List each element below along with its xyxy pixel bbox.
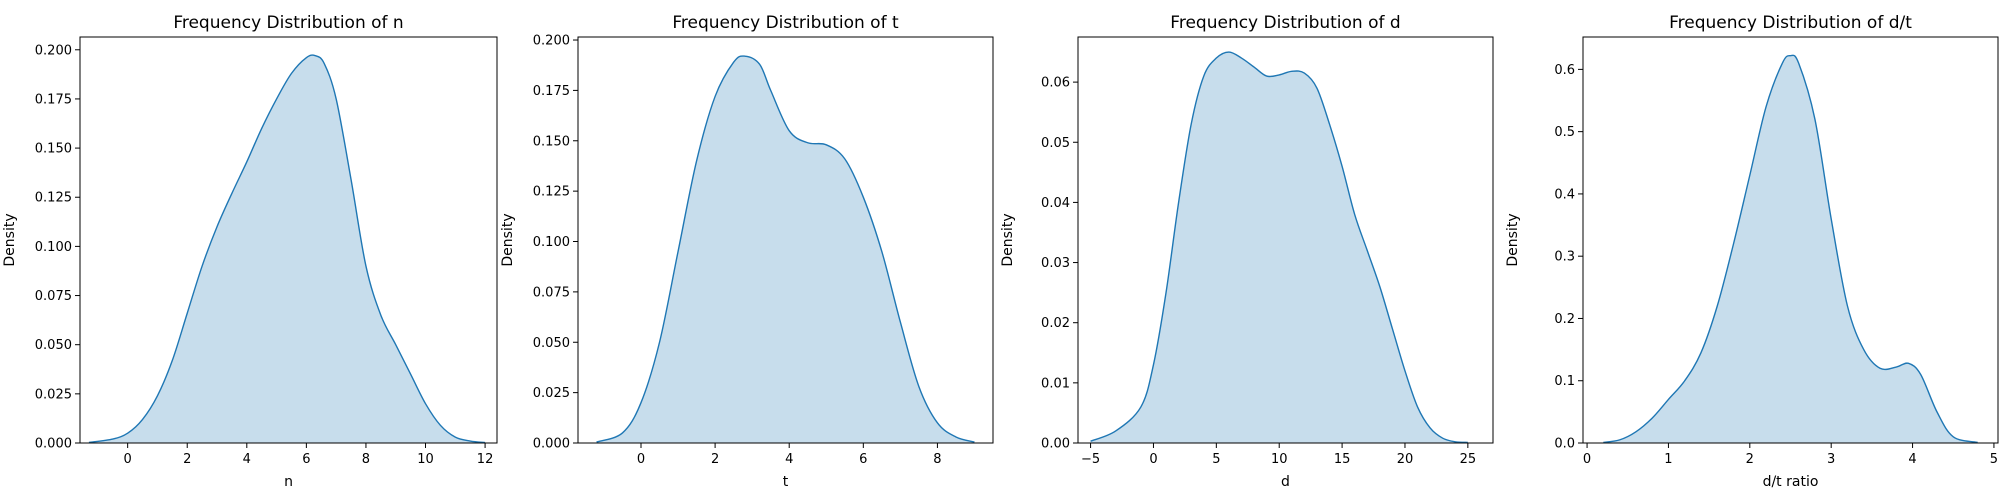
x-tick-label: 25 [1460, 452, 1477, 467]
axes-frame [1582, 36, 1999, 444]
y-tick-label: 0.200 [35, 43, 72, 58]
x-axis-label: d [1281, 474, 1290, 490]
y-tick-label: 0.150 [35, 142, 72, 157]
y-tick-label: 0.2 [1554, 312, 1575, 327]
chart-title: Frequency Distribution of d [1170, 13, 1400, 33]
y-tick-label: 0.150 [533, 134, 570, 149]
chart-title: Frequency Distribution of d/t [1669, 13, 1912, 33]
x-tick-label: 4 [1908, 452, 1916, 467]
x-tick-label: 8 [933, 452, 941, 467]
x-tick-label: 0 [124, 452, 132, 467]
y-tick-label: 0.125 [533, 185, 570, 200]
y-tick-label: 0.075 [35, 289, 72, 304]
x-tick-label: 10 [1271, 452, 1288, 467]
y-axis-label: Density [500, 213, 516, 266]
y-tick-label: 0.050 [533, 336, 570, 351]
density-curve [88, 54, 486, 443]
x-tick-label: 0 [637, 452, 645, 467]
chart-panel-2: 0 2 4 6 8 0.000 0.025 0.050 0.075 0.100 0.125 0.150… [500, 13, 994, 490]
axes-frame [577, 36, 994, 444]
y-tick-label: 0.01 [1041, 376, 1070, 391]
x-axis-label: n [284, 474, 293, 490]
plot-area [596, 55, 975, 443]
x-tick-label: 6 [859, 452, 867, 467]
y-tick-label: 0.100 [35, 240, 72, 255]
y-tick-label: 0.06 [1041, 76, 1070, 91]
x-tick-label: 5 [1212, 452, 1220, 467]
density-curve [596, 55, 975, 443]
x-tick-label: 20 [1397, 452, 1414, 467]
y-tick-label: 0.4 [1554, 187, 1575, 202]
y-tick-label: 0.02 [1041, 316, 1070, 331]
density-curve [1090, 51, 1468, 443]
x-tick-label: 1 [1664, 452, 1672, 467]
y-tick-label: 0.3 [1554, 250, 1575, 265]
density-area [1090, 52, 1468, 443]
y-tick-label: 0.000 [533, 437, 570, 452]
axes-frame [79, 36, 498, 444]
chart-panel-3: −5 0 5 10 15 20 25 0.00 0.01 0.02 0.03 0.04 0.05 0.06… [1000, 13, 1494, 490]
y-tick-label: 0.175 [533, 84, 570, 99]
y-tick-label: 0.125 [35, 191, 72, 206]
x-tick-label: 2 [183, 452, 191, 467]
x-tick-label: 8 [362, 452, 370, 467]
y-axis-label: Density [1000, 213, 1016, 266]
y-axis-label: Density [2, 213, 18, 266]
density-curve [1603, 54, 1978, 443]
x-axis-label: d/t ratio [1763, 474, 1819, 490]
y-tick-label: 0.050 [35, 338, 72, 353]
density-area [88, 55, 486, 443]
y-tick-label: 0.0 [1554, 437, 1575, 452]
x-tick-label: −5 [1081, 452, 1100, 467]
y-tick-label: 0.200 [533, 34, 570, 49]
x-tick-label: 0 [1149, 452, 1157, 467]
chart-title: Frequency Distribution of n [173, 13, 403, 33]
x-tick-label: 0 [1583, 452, 1591, 467]
y-tick-label: 0.025 [35, 387, 72, 402]
y-tick-label: 0.05 [1041, 136, 1070, 151]
x-tick-label: 2 [1746, 452, 1754, 467]
y-tick-label: 0.025 [533, 386, 570, 401]
x-tick-label: 4 [243, 452, 251, 467]
chart-panel-1: 0 2 4 6 8 10 12 0.000 0.025 0.050 0.075 0.100 0.125 0… [2, 13, 498, 490]
x-tick-label: 15 [1334, 452, 1351, 467]
y-tick-label: 0.1 [1554, 374, 1575, 389]
plot-area [1603, 54, 1978, 443]
y-tick-label: 0.5 [1554, 125, 1575, 140]
y-tick-label: 0.075 [533, 285, 570, 300]
axes-frame [1077, 36, 1494, 444]
y-tick-label: 0.04 [1041, 196, 1070, 211]
y-tick-label: 0.100 [533, 235, 570, 250]
y-tick-label: 0.00 [1041, 437, 1070, 452]
x-tick-label: 6 [302, 452, 310, 467]
y-tick-label: 0.175 [35, 92, 72, 107]
y-tick-label: 0.03 [1041, 256, 1070, 271]
plot-area [88, 54, 486, 443]
x-tick-label: 4 [785, 452, 793, 467]
chart-panel-4: 0 1 2 3 4 5 0.0 0.1 0.2 0.3 0.4 0.5 0.6 Frequency Dis… [1505, 13, 1999, 490]
density-area [1603, 55, 1978, 443]
x-tick-label: 2 [711, 452, 719, 467]
x-tick-label: 3 [1827, 452, 1835, 467]
x-tick-label: 10 [417, 452, 434, 467]
x-tick-label: 12 [477, 452, 494, 467]
x-tick-label: 5 [1990, 452, 1998, 467]
y-axis-label: Density [1505, 213, 1521, 266]
y-tick-label: 0.6 [1554, 63, 1575, 78]
density-area [596, 55, 975, 443]
y-tick-label: 0.000 [35, 437, 72, 452]
x-axis-label: t [783, 474, 789, 490]
plot-area [1090, 51, 1468, 443]
chart-title: Frequency Distribution of t [672, 13, 899, 33]
